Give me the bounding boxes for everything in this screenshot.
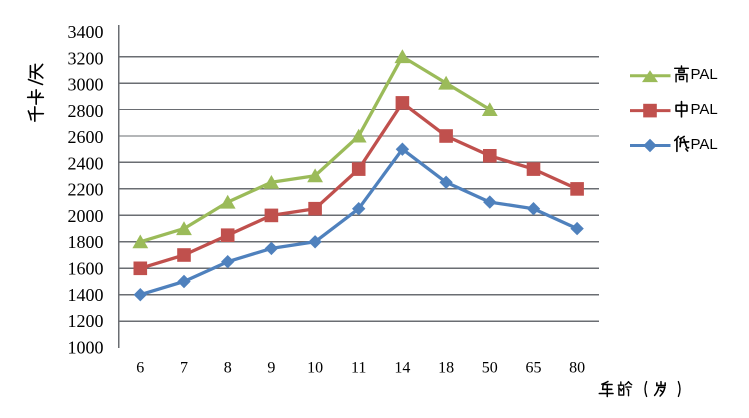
svg-text:2600: 2600 [68, 127, 104, 147]
svg-text:8: 8 [224, 360, 232, 377]
svg-text:10: 10 [307, 360, 323, 377]
svg-text:1800: 1800 [68, 232, 104, 252]
svg-text:11: 11 [351, 360, 366, 377]
svg-text:1200: 1200 [68, 311, 104, 331]
svg-text:PAL: PAL [691, 136, 718, 153]
svg-text:2200: 2200 [68, 180, 104, 200]
svg-text:14: 14 [394, 360, 410, 377]
svg-text:3000: 3000 [68, 75, 104, 95]
svg-text:PAL: PAL [691, 101, 718, 118]
svg-text:80: 80 [569, 360, 585, 377]
svg-text:2000: 2000 [68, 206, 104, 226]
svg-text:3200: 3200 [68, 48, 104, 68]
svg-text:50: 50 [482, 360, 498, 377]
svg-text:3400: 3400 [68, 22, 104, 42]
svg-text:1000: 1000 [68, 337, 104, 357]
svg-text:18: 18 [438, 360, 454, 377]
svg-text:PAL: PAL [691, 66, 718, 83]
svg-text:1600: 1600 [68, 259, 104, 279]
svg-text:2400: 2400 [68, 153, 104, 173]
svg-text:2800: 2800 [68, 101, 104, 121]
svg-text:7: 7 [180, 360, 188, 377]
svg-text:1400: 1400 [68, 285, 104, 305]
svg-text:65: 65 [526, 360, 542, 377]
svg-text:9: 9 [267, 360, 275, 377]
svg-text:6: 6 [136, 360, 144, 377]
